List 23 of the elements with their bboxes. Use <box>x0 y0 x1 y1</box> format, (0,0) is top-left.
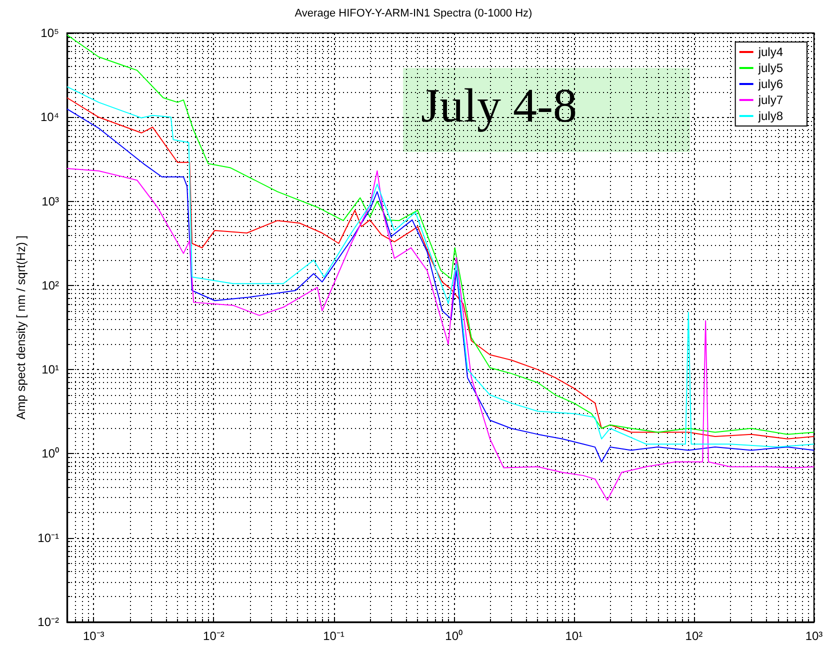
legend-label: july6 <box>757 77 784 91</box>
legend-label: july5 <box>757 61 784 75</box>
annotation: July 4-8 <box>421 80 577 132</box>
chart-title: Average HIFOY-Y-ARM-IN1 Spectra (0-1000 Hz) <box>294 8 532 20</box>
y-tick-label: 10⁻² <box>38 615 60 629</box>
x-tick-label: 10¹ <box>565 629 583 643</box>
y-tick-label: 10⁴ <box>40 110 59 124</box>
y-tick-label: 10⁰ <box>42 446 59 461</box>
x-tick-label: 10² <box>685 629 703 643</box>
legend-label: july8 <box>757 109 784 123</box>
y-tick-label: 10⁻¹ <box>38 530 60 545</box>
x-tick-label: 10⁻² <box>203 629 224 643</box>
y-tick-label: 10⁵ <box>40 26 60 40</box>
y-tick-label: 10¹ <box>42 362 60 377</box>
x-tick-label: 10⁰ <box>445 629 462 643</box>
legend-label: july4 <box>757 45 784 59</box>
x-tick-label: 10³ <box>805 629 823 643</box>
x-tick-label: 10⁻¹ <box>323 629 344 643</box>
legend-label: july7 <box>757 93 784 107</box>
y-tick-label: 10³ <box>42 194 60 208</box>
x-tick-label: 10⁻³ <box>82 629 104 643</box>
y-tick-label: 10² <box>42 278 60 292</box>
y-axis-title: Amp spect density [ nm / sqrt(Hz) ] <box>14 235 28 420</box>
